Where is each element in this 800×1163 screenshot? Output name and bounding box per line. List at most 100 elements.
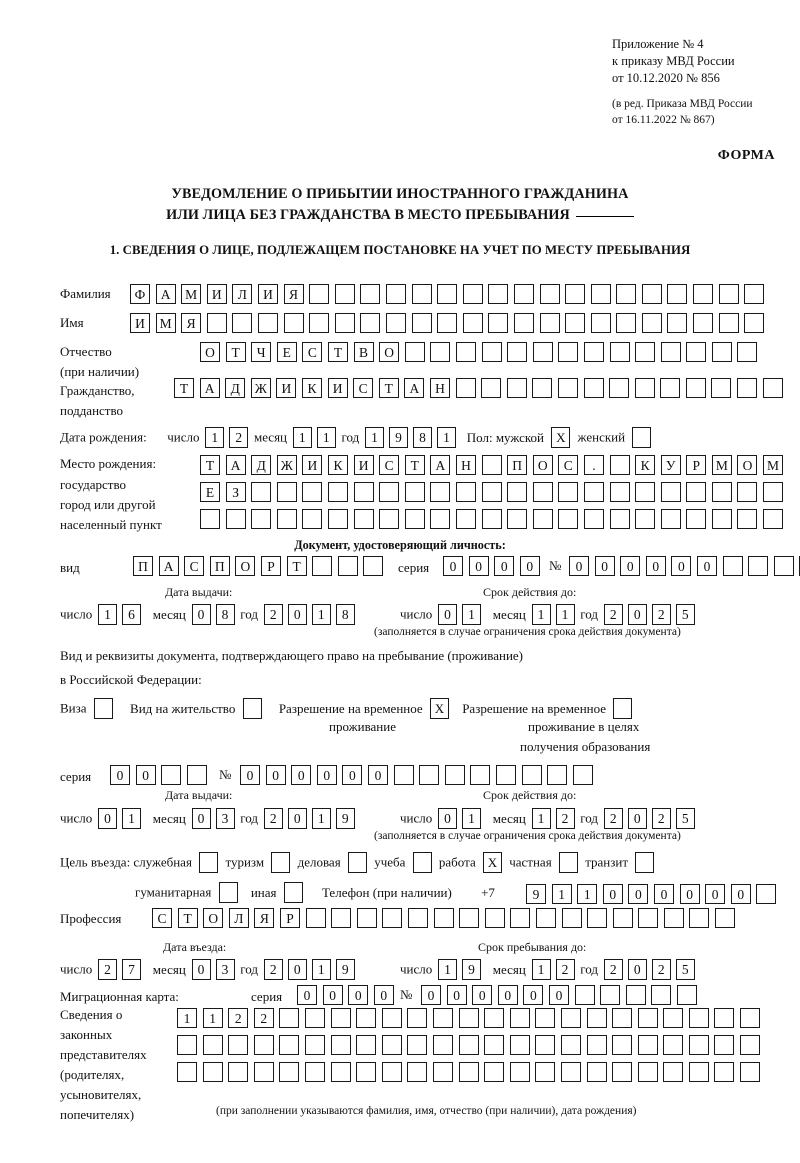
stay-valid-year-2[interactable]: 0 (627, 807, 647, 829)
stay-valid-month-1[interactable]: 1 (531, 807, 551, 829)
legal-rep-2-cell-23[interactable] (740, 1035, 761, 1055)
legal-rep-3-cell-10[interactable] (407, 1062, 428, 1082)
citizenship-cell-14[interactable] (506, 378, 527, 398)
citizenship-cell-6[interactable]: К (301, 378, 322, 398)
purpose-private-checkbox[interactable] (558, 851, 578, 873)
patronymic-cell-20[interactable] (686, 342, 707, 362)
birth-place-3-cell-22[interactable] (737, 509, 758, 529)
surname-cell-12[interactable] (411, 284, 432, 304)
birth-place-3-cell-1[interactable] (200, 509, 220, 529)
birth-place-2-cell-1[interactable]: Е (200, 482, 220, 502)
citizenship-cell-12[interactable] (455, 378, 476, 398)
doc-number-cell-4[interactable]: 0 (645, 556, 666, 576)
citizenship-cell-23[interactable] (737, 378, 758, 398)
patronymic-cell-21[interactable] (711, 342, 732, 362)
legal-rep-2-cell-17[interactable] (586, 1035, 607, 1055)
purpose-work-checkbox[interactable]: X (482, 851, 502, 873)
visa-checkbox[interactable] (93, 697, 113, 719)
birth-place-1-cell-12[interactable] (481, 455, 502, 475)
patronymic-cell-4[interactable]: Е (276, 342, 297, 362)
legal-rep-2-cell-14[interactable] (509, 1035, 530, 1055)
legal-rep-1-cell-17[interactable] (586, 1008, 607, 1028)
legal-rep-1-cell-12[interactable] (458, 1008, 479, 1028)
doc-issue-year-2[interactable]: 0 (287, 603, 307, 625)
legal-rep-3-cell-22[interactable] (714, 1062, 735, 1082)
legal-rep-1-cell-6[interactable] (304, 1008, 325, 1028)
birth-place-1-cell-8[interactable]: С (379, 455, 400, 475)
birth-place-3-cell-15[interactable] (558, 509, 579, 529)
legal-rep-2-cell-20[interactable] (663, 1035, 684, 1055)
doc-issue-month-2[interactable]: 8 (215, 603, 235, 625)
stay-valid-year-4[interactable]: 5 (675, 807, 695, 829)
stay-series-cell-2[interactable]: 0 (135, 765, 156, 785)
doc-issue-year-4[interactable]: 8 (335, 603, 355, 625)
doc-issue-year-3[interactable]: 1 (311, 603, 331, 625)
given-name-cell-15[interactable] (488, 313, 509, 333)
patronymic-cell-14[interactable] (532, 342, 553, 362)
birth-place-3-cell-6[interactable] (327, 509, 348, 529)
birth-place-1-cell-15[interactable]: С (558, 455, 579, 475)
phone-cell-10[interactable] (756, 884, 777, 904)
citizenship-cell-2[interactable]: А (199, 378, 220, 398)
legal-rep-2-cell-10[interactable] (407, 1035, 428, 1055)
legal-rep-1-cell-15[interactable] (535, 1008, 556, 1028)
doc-valid-year-1[interactable]: 2 (603, 603, 623, 625)
patronymic-cell-5[interactable]: С (302, 342, 323, 362)
migration-series-cell-1[interactable]: 0 (297, 985, 317, 1005)
legal-rep-3-cell-14[interactable] (509, 1062, 530, 1082)
stay-issue-month-2[interactable]: 3 (215, 807, 235, 829)
given-name-cell-18[interactable] (565, 313, 586, 333)
birth-year-1[interactable]: 1 (365, 426, 385, 448)
migration-number-cell-4[interactable]: 0 (497, 985, 518, 1005)
phone-cell-6[interactable]: 0 (653, 884, 674, 904)
patronymic-cell-6[interactable]: Т (327, 342, 348, 362)
citizenship-cell-5[interactable]: И (276, 378, 297, 398)
patronymic-cell-10[interactable] (430, 342, 451, 362)
birth-place-1-cell-16[interactable]: . (583, 455, 604, 475)
legal-rep-3-cell-19[interactable] (637, 1062, 658, 1082)
given-name-cell-25[interactable] (744, 313, 765, 333)
surname-cell-22[interactable] (667, 284, 688, 304)
given-name-cell-21[interactable] (641, 313, 662, 333)
legal-rep-2-cell-12[interactable] (458, 1035, 479, 1055)
birth-place-1-cell-2[interactable]: А (225, 455, 246, 475)
purpose-transit-checkbox[interactable] (635, 851, 655, 873)
legal-rep-3-cell-20[interactable] (663, 1062, 684, 1082)
stay-number-cell-3[interactable]: 0 (291, 765, 312, 785)
stay-issue-year-1[interactable]: 2 (263, 807, 283, 829)
phone-cell-3[interactable]: 1 (577, 884, 598, 904)
given-name-cell-19[interactable] (590, 313, 611, 333)
legal-rep-3-cell-7[interactable] (330, 1062, 351, 1082)
legal-rep-row-3[interactable] (177, 1062, 761, 1082)
doc-issue-year-1[interactable]: 2 (263, 603, 283, 625)
birth-place-1-cell-7[interactable]: И (353, 455, 374, 475)
birth-place-2-cell-3[interactable] (251, 482, 272, 502)
birth-place-2-cell-2[interactable]: З (225, 482, 246, 502)
profession-cell-9[interactable] (356, 908, 377, 928)
patronymic-cell-22[interactable] (737, 342, 758, 362)
legal-rep-3-cell-21[interactable] (688, 1062, 709, 1082)
legal-rep-2-cell-13[interactable] (484, 1035, 505, 1055)
legal-rep-1-cell-14[interactable] (509, 1008, 530, 1028)
entry-day-1[interactable]: 2 (98, 958, 118, 980)
profession-cell-2[interactable]: Т (177, 908, 198, 928)
legal-rep-2-cell-3[interactable] (228, 1035, 249, 1055)
legal-rep-2-cell-22[interactable] (714, 1035, 735, 1055)
stay-until-day-2[interactable]: 9 (462, 958, 482, 980)
doc-number-cell-8[interactable] (748, 556, 769, 576)
birth-place-3-cell-16[interactable] (583, 509, 604, 529)
migration-number-cell-7[interactable] (574, 985, 595, 1005)
birth-month-1[interactable]: 1 (292, 426, 312, 448)
surname-cell-18[interactable] (565, 284, 586, 304)
doc-number-cell-5[interactable]: 0 (671, 556, 692, 576)
surname-cell-10[interactable] (360, 284, 381, 304)
birth-place-2-cell-21[interactable] (711, 482, 732, 502)
stay-number-cell-12[interactable] (521, 765, 542, 785)
given-name-cell-6[interactable] (257, 313, 278, 333)
birth-place-3-cell-14[interactable] (532, 509, 553, 529)
stay-number-cell-7[interactable] (393, 765, 414, 785)
legal-rep-3-cell-5[interactable] (279, 1062, 300, 1082)
legal-rep-3-cell-18[interactable] (612, 1062, 633, 1082)
